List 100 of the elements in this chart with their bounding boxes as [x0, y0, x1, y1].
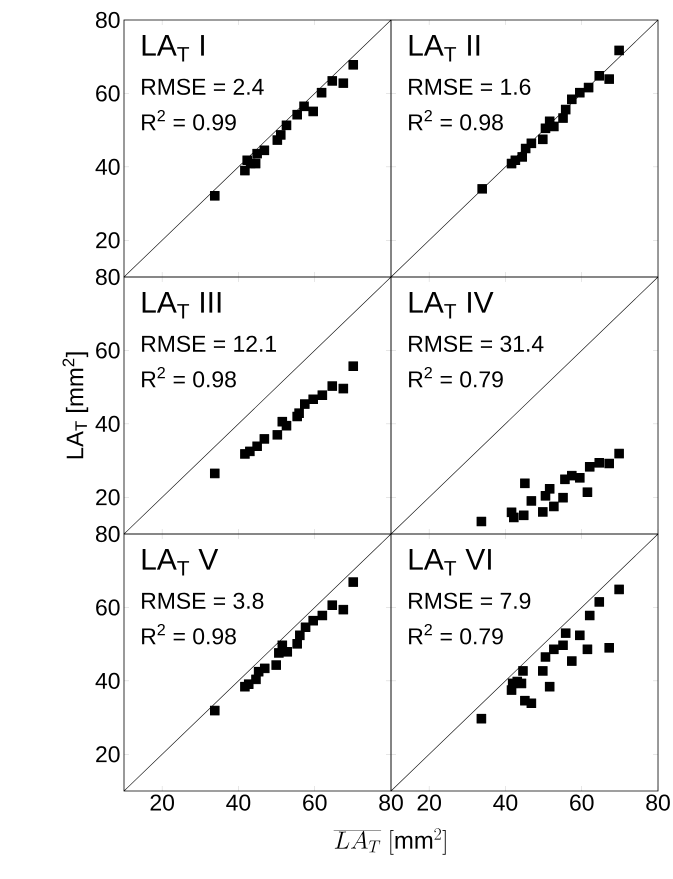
point [308, 106, 318, 116]
annotation: LA$_{T}$ III [142, 292, 221, 318]
point [538, 666, 548, 676]
point [308, 394, 318, 404]
point [477, 184, 487, 194]
point [252, 441, 262, 452]
point [210, 468, 220, 478]
point [348, 577, 358, 587]
point [327, 600, 338, 610]
point [575, 630, 585, 640]
point [292, 638, 302, 649]
point [518, 510, 529, 520]
point [318, 610, 328, 620]
point [614, 448, 624, 458]
point [604, 74, 614, 84]
x-tick-label: 40 [226, 794, 250, 811]
point [282, 420, 292, 430]
y-tick-label: 20 [96, 232, 120, 248]
point [582, 487, 592, 497]
y-tick-label: 80 [96, 12, 120, 28]
point [276, 130, 286, 140]
point [327, 76, 338, 86]
point [540, 652, 550, 662]
point [560, 104, 571, 114]
x-tick-label: 60 [303, 794, 327, 811]
y-tick-label: 40 [96, 158, 120, 175]
point [594, 597, 604, 607]
point [348, 60, 358, 70]
point [282, 647, 292, 657]
point [300, 622, 310, 632]
annotation: LA$_{T}$ IV [410, 292, 494, 318]
annotation: LA$_{T}$ II [410, 35, 480, 62]
point [567, 94, 577, 104]
y-tick-label: 80 [96, 526, 120, 542]
point [614, 584, 624, 594]
point [520, 478, 530, 488]
point [509, 512, 519, 522]
annotation: RMSE = 12.1 [142, 336, 276, 352]
point [516, 678, 526, 688]
point [271, 660, 281, 670]
point [250, 158, 260, 168]
point [517, 152, 528, 162]
point [318, 390, 328, 400]
x-tick-label: 80 [646, 794, 670, 811]
annotation: R$^{2}$ = 0.79 [409, 624, 503, 644]
point [549, 644, 559, 654]
point [604, 643, 614, 653]
y-tick-label: 20 [96, 746, 120, 762]
point [476, 516, 486, 526]
point [300, 399, 310, 409]
point [316, 88, 326, 98]
point [518, 666, 528, 676]
point [526, 698, 536, 708]
point [327, 381, 338, 391]
point [604, 458, 614, 468]
y-tick-label: 60 [96, 85, 120, 102]
point [567, 656, 577, 666]
point [260, 664, 270, 674]
point [538, 507, 548, 517]
annotation: RMSE = 7.9 [409, 592, 530, 609]
point [558, 640, 568, 650]
point [282, 120, 292, 130]
point [308, 616, 318, 626]
annotation: R$^{2}$ = 0.79 [409, 367, 503, 388]
point [272, 430, 282, 440]
point [575, 88, 585, 98]
point [210, 191, 220, 201]
y-tick-label: 60 [96, 599, 120, 616]
annotation: R$^{2}$ = 0.99 [142, 110, 236, 130]
point [294, 408, 304, 418]
annotation: RMSE = 31.4 [409, 336, 544, 352]
point [348, 361, 358, 372]
x-tick-label: 20 [150, 794, 174, 811]
point [210, 706, 220, 716]
point [292, 110, 302, 120]
annotation: R$^{2}$ = 0.98 [409, 110, 503, 130]
point [526, 138, 536, 148]
point [260, 434, 270, 444]
point [582, 644, 592, 654]
x-tick-label: 40 [493, 794, 518, 811]
annotation: RMSE = 2.4 [142, 78, 264, 95]
y-tick-label: 80 [96, 268, 120, 286]
y-tick-label: 40 [96, 416, 120, 432]
point [526, 496, 536, 506]
point [549, 122, 559, 132]
point [476, 714, 486, 724]
y-axis-title: LA$_{T}$ [mm$^{2}$] [62, 352, 88, 458]
point [338, 604, 348, 614]
annotation: LA$_{T}$ I [142, 35, 204, 62]
point [558, 492, 568, 502]
point [295, 630, 305, 640]
y-tick-label: 20 [96, 489, 120, 506]
x-tick-label: 20 [418, 794, 442, 811]
point [538, 134, 548, 144]
point [584, 82, 594, 92]
x-tick-label: 80 [379, 794, 403, 811]
point [560, 628, 570, 638]
point [575, 473, 585, 483]
point [338, 384, 348, 394]
annotation: R$^{2}$ = 0.98 [142, 367, 236, 388]
